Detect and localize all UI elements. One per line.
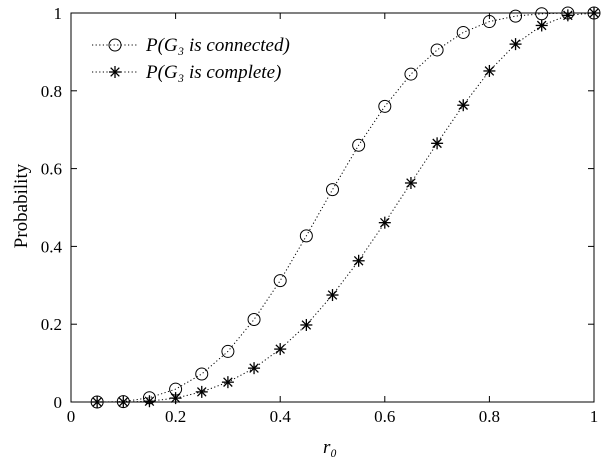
circle-marker bbox=[404, 67, 418, 81]
legend-entry-1: P(G₃ is connected) bbox=[92, 35, 290, 56]
asterisk-marker bbox=[300, 318, 313, 331]
tick-labels: 0 0.2 0.4 0.6 0.8 1 0 0.2 0.4 0.6 0.8 1 bbox=[41, 4, 599, 426]
circle-marker bbox=[352, 138, 366, 152]
asterisk-marker bbox=[248, 362, 261, 375]
series-line-2 bbox=[97, 12, 595, 403]
circle-marker bbox=[195, 367, 209, 381]
series-lines bbox=[97, 12, 595, 403]
x-axis-label: r₀ bbox=[323, 437, 337, 458]
asterisk-marker bbox=[195, 385, 208, 398]
circle-marker bbox=[482, 15, 496, 29]
y-tick-label: 0 bbox=[54, 393, 63, 412]
circle-marker bbox=[299, 229, 313, 243]
series-line-1 bbox=[97, 12, 594, 403]
asterisk-marker bbox=[457, 99, 470, 112]
legend-entry-2: P(G₃ is complete) bbox=[92, 62, 281, 83]
circle-marker bbox=[378, 99, 392, 113]
legend-asterisk-marker bbox=[109, 66, 121, 78]
asterisk-marker bbox=[221, 376, 234, 389]
asterisk-marker bbox=[169, 392, 182, 405]
y-tick-label: 0.8 bbox=[41, 82, 62, 101]
circle-marker bbox=[509, 9, 523, 23]
circle-marker bbox=[221, 344, 235, 358]
legend-label: P(G₃ is complete) bbox=[145, 62, 281, 83]
x-tick-label: 0.8 bbox=[479, 407, 500, 426]
asterisk-marker bbox=[561, 9, 574, 22]
circle-marker bbox=[430, 43, 444, 57]
asterisk-marker bbox=[91, 396, 104, 408]
legend-label: P(G₃ is connected) bbox=[145, 35, 290, 56]
asterisk-marker bbox=[326, 289, 339, 302]
asterisk-marker bbox=[143, 395, 156, 408]
y-tick-label: 0.4 bbox=[41, 237, 63, 256]
asterisk-marker bbox=[117, 396, 130, 408]
x-tick-label: 0 bbox=[67, 407, 76, 426]
y-tick-label: 0.6 bbox=[41, 160, 62, 179]
asterisk-marker bbox=[352, 254, 365, 267]
legend-circle-marker bbox=[108, 38, 122, 52]
asterisk-marker bbox=[509, 38, 522, 51]
circle-marker bbox=[326, 183, 339, 197]
series-markers bbox=[90, 6, 601, 409]
asterisk-marker bbox=[588, 7, 600, 19]
plot-frame bbox=[70, 12, 595, 403]
asterisk-marker bbox=[535, 19, 548, 32]
asterisk-marker bbox=[483, 64, 496, 77]
x-tick-label: 0.2 bbox=[165, 407, 186, 426]
asterisk-marker bbox=[404, 176, 417, 189]
x-tick-label: 0.6 bbox=[374, 407, 395, 426]
y-axis-label: Probability bbox=[11, 163, 32, 248]
x-tick-label: 0.4 bbox=[270, 407, 292, 426]
legend: P(G₃ is connected) P(G₃ is complete) bbox=[92, 35, 290, 83]
circle-marker bbox=[456, 25, 470, 39]
x-tick-label: 1 bbox=[590, 407, 599, 426]
circle-marker bbox=[247, 313, 261, 327]
asterisk-marker bbox=[378, 216, 391, 229]
asterisk-marker bbox=[431, 137, 444, 150]
y-tick-label: 1 bbox=[54, 4, 63, 23]
asterisk-marker bbox=[274, 343, 287, 356]
circle-marker bbox=[273, 274, 287, 288]
y-tick-label: 0.2 bbox=[41, 315, 62, 334]
